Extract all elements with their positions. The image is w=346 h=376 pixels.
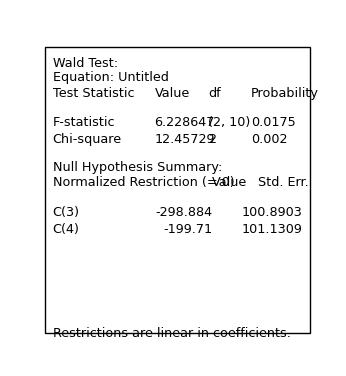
Text: 0.0175: 0.0175	[251, 116, 296, 129]
Text: C(3): C(3)	[53, 206, 80, 219]
Text: Test Statistic: Test Statistic	[53, 87, 134, 100]
FancyBboxPatch shape	[45, 47, 310, 333]
Text: -298.884: -298.884	[155, 206, 212, 219]
Text: Null Hypothesis Summary:: Null Hypothesis Summary:	[53, 161, 222, 174]
Text: Equation: Untitled: Equation: Untitled	[53, 71, 169, 84]
Text: 12.45729: 12.45729	[155, 133, 215, 146]
Text: Value: Value	[155, 87, 190, 100]
Text: Wald Test:: Wald Test:	[53, 57, 118, 70]
Text: 100.8903: 100.8903	[241, 206, 302, 219]
Text: 2: 2	[208, 133, 216, 146]
Text: Value: Value	[212, 176, 247, 189]
Text: F-statistic: F-statistic	[53, 116, 115, 129]
Text: 101.1309: 101.1309	[241, 223, 302, 236]
Text: Probability: Probability	[251, 87, 319, 100]
Text: 6.228647: 6.228647	[155, 116, 215, 129]
Text: 0.002: 0.002	[251, 133, 288, 146]
Text: Chi-square: Chi-square	[53, 133, 122, 146]
Text: C(4): C(4)	[53, 223, 80, 236]
Text: df: df	[208, 87, 221, 100]
Text: Restrictions are linear in coefficients.: Restrictions are linear in coefficients.	[53, 327, 291, 340]
Text: -199.71: -199.71	[163, 223, 212, 236]
Text: Normalized Restriction (= 0): Normalized Restriction (= 0)	[53, 176, 234, 189]
Text: Std. Err.: Std. Err.	[258, 176, 309, 189]
Text: (2, 10): (2, 10)	[208, 116, 251, 129]
